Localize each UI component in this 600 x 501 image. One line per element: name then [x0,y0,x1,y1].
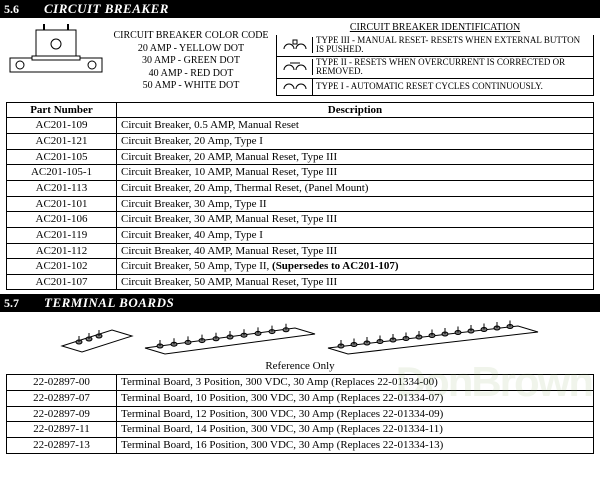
cell-part-number: AC201-119 [7,227,117,243]
table-row: 22-02897-00Terminal Board, 3 Position, 3… [7,375,594,391]
reference-only-label: Reference Only [0,360,600,372]
cell-part-number: AC201-105 [7,149,117,165]
table-row: AC201-113Circuit Breaker, 20 Amp, Therma… [7,180,594,196]
color-code-line: 40 AMP - RED DOT [106,68,276,81]
identification-row-type2: TYPE II - RESETS WHEN OVERCURRENT IS COR… [276,57,594,79]
table-row: 22-02897-07Terminal Board, 10 Position, … [7,391,594,407]
cell-part-number: AC201-107 [7,274,117,290]
color-code-header: CIRCUIT BREAKER COLOR CODE [106,30,276,43]
table-row: AC201-107Circuit Breaker, 50 AMP, Manual… [7,274,594,290]
color-code-line: 50 AMP - WHITE DOT [106,80,276,93]
section-header-circuit-breaker: 5.6 CIRCUIT BREAKER [0,0,600,18]
cell-part-number: 22-02897-07 [7,391,117,407]
section-title: TERMINAL BOARDS [44,295,174,311]
cell-description: Terminal Board, 10 Position, 300 VDC, 30… [117,391,594,407]
cell-description: Circuit Breaker, 20 AMP, Manual Reset, T… [117,149,594,165]
circuit-breaker-info-row: CIRCUIT BREAKER COLOR CODE 20 AMP - YELL… [0,18,600,102]
cell-part-number: 22-02897-13 [7,438,117,454]
cell-description: Terminal Board, 12 Position, 300 VDC, 30… [117,406,594,422]
section-title: CIRCUIT BREAKER [44,1,169,17]
table-row: AC201-106Circuit Breaker, 30 AMP, Manual… [7,212,594,228]
cell-part-number: AC201-113 [7,180,117,196]
terminal-board-table: 22-02897-00Terminal Board, 3 Position, 3… [6,374,594,453]
type1-icon [277,79,313,95]
cell-description: Terminal Board, 16 Position, 300 VDC, 30… [117,438,594,454]
cell-part-number: AC201-121 [7,134,117,150]
table-row: AC201-109Circuit Breaker, 0.5 AMP, Manua… [7,118,594,134]
cell-description: Circuit Breaker, 40 AMP, Manual Reset, T… [117,243,594,259]
col-part-number: Part Number [7,102,117,118]
cell-part-number: AC201-102 [7,259,117,275]
section-header-terminal-boards: 5.7 TERMINAL BOARDS [0,294,600,312]
section-number: 5.7 [4,296,44,311]
cell-part-number: AC201-101 [7,196,117,212]
cell-part-number: 22-02897-11 [7,422,117,438]
cell-description: Circuit Breaker, 0.5 AMP, Manual Reset [117,118,594,134]
cell-description: Circuit Breaker, 20 Amp, Type I [117,134,594,150]
table-header-row: Part Number Description [7,102,594,118]
type3-icon [277,37,313,53]
cell-part-number: 22-02897-09 [7,406,117,422]
cell-description: Terminal Board, 3 Position, 300 VDC, 30 … [117,375,594,391]
cell-part-number: AC201-109 [7,118,117,134]
color-code-line: 30 AMP - GREEN DOT [106,55,276,68]
type2-icon [277,59,313,75]
table-row: 22-02897-09Terminal Board, 12 Position, … [7,406,594,422]
cell-part-number: AC201-105-1 [7,165,117,181]
cell-description: Circuit Breaker, 10 AMP, Manual Reset, T… [117,165,594,181]
cell-description: Terminal Board, 14 Position, 300 VDC, 30… [117,422,594,438]
circuit-breaker-table: Part Number Description AC201-109Circuit… [6,102,594,291]
table-row: AC201-101Circuit Breaker, 30 Amp, Type I… [7,196,594,212]
circuit-breaker-illustration [6,22,106,81]
cell-description: Circuit Breaker, 40 Amp, Type I [117,227,594,243]
table-row: 22-02897-13Terminal Board, 16 Position, … [7,438,594,454]
page: 5.6 CIRCUIT BREAKER CIRCUIT BREAKER COLO… [0,0,600,454]
identification-text: TYPE II - RESETS WHEN OVERCURRENT IS COR… [313,57,593,78]
cell-description: Circuit Breaker, 50 Amp, Type II, (Super… [117,259,594,275]
color-code-block: CIRCUIT BREAKER COLOR CODE 20 AMP - YELL… [106,22,276,93]
identification-header: CIRCUIT BREAKER IDENTIFICATION [276,22,594,33]
terminal-board-illustration [0,312,600,360]
cell-description: Circuit Breaker, 50 AMP, Manual Reset, T… [117,274,594,290]
table-row: AC201-121Circuit Breaker, 20 Amp, Type I [7,134,594,150]
section-number: 5.6 [4,2,44,17]
table-row: 22-02897-11Terminal Board, 14 Position, … [7,422,594,438]
identification-block: CIRCUIT BREAKER IDENTIFICATION TYPE III … [276,22,594,96]
table-row: AC201-105Circuit Breaker, 20 AMP, Manual… [7,149,594,165]
identification-row-type3: TYPE III - MANUAL RESET- RESETS WHEN EXT… [276,35,594,57]
identification-text: TYPE III - MANUAL RESET- RESETS WHEN EXT… [313,35,593,56]
table-row: AC201-102Circuit Breaker, 50 Amp, Type I… [7,259,594,275]
identification-row-type1: TYPE I - AUTOMATIC RESET CYCLES CONTINUO… [276,79,594,96]
table-row: AC201-119Circuit Breaker, 40 Amp, Type I [7,227,594,243]
table-row: AC201-112Circuit Breaker, 40 AMP, Manual… [7,243,594,259]
cell-description: Circuit Breaker, 30 Amp, Type II [117,196,594,212]
cell-description: Circuit Breaker, 30 AMP, Manual Reset, T… [117,212,594,228]
color-code-line: 20 AMP - YELLOW DOT [106,43,276,56]
col-description: Description [117,102,594,118]
cell-part-number: 22-02897-00 [7,375,117,391]
table-row: AC201-105-1Circuit Breaker, 10 AMP, Manu… [7,165,594,181]
cell-part-number: AC201-106 [7,212,117,228]
identification-text: TYPE I - AUTOMATIC RESET CYCLES CONTINUO… [313,81,593,92]
cell-description: Circuit Breaker, 20 Amp, Thermal Reset, … [117,180,594,196]
cell-part-number: AC201-112 [7,243,117,259]
